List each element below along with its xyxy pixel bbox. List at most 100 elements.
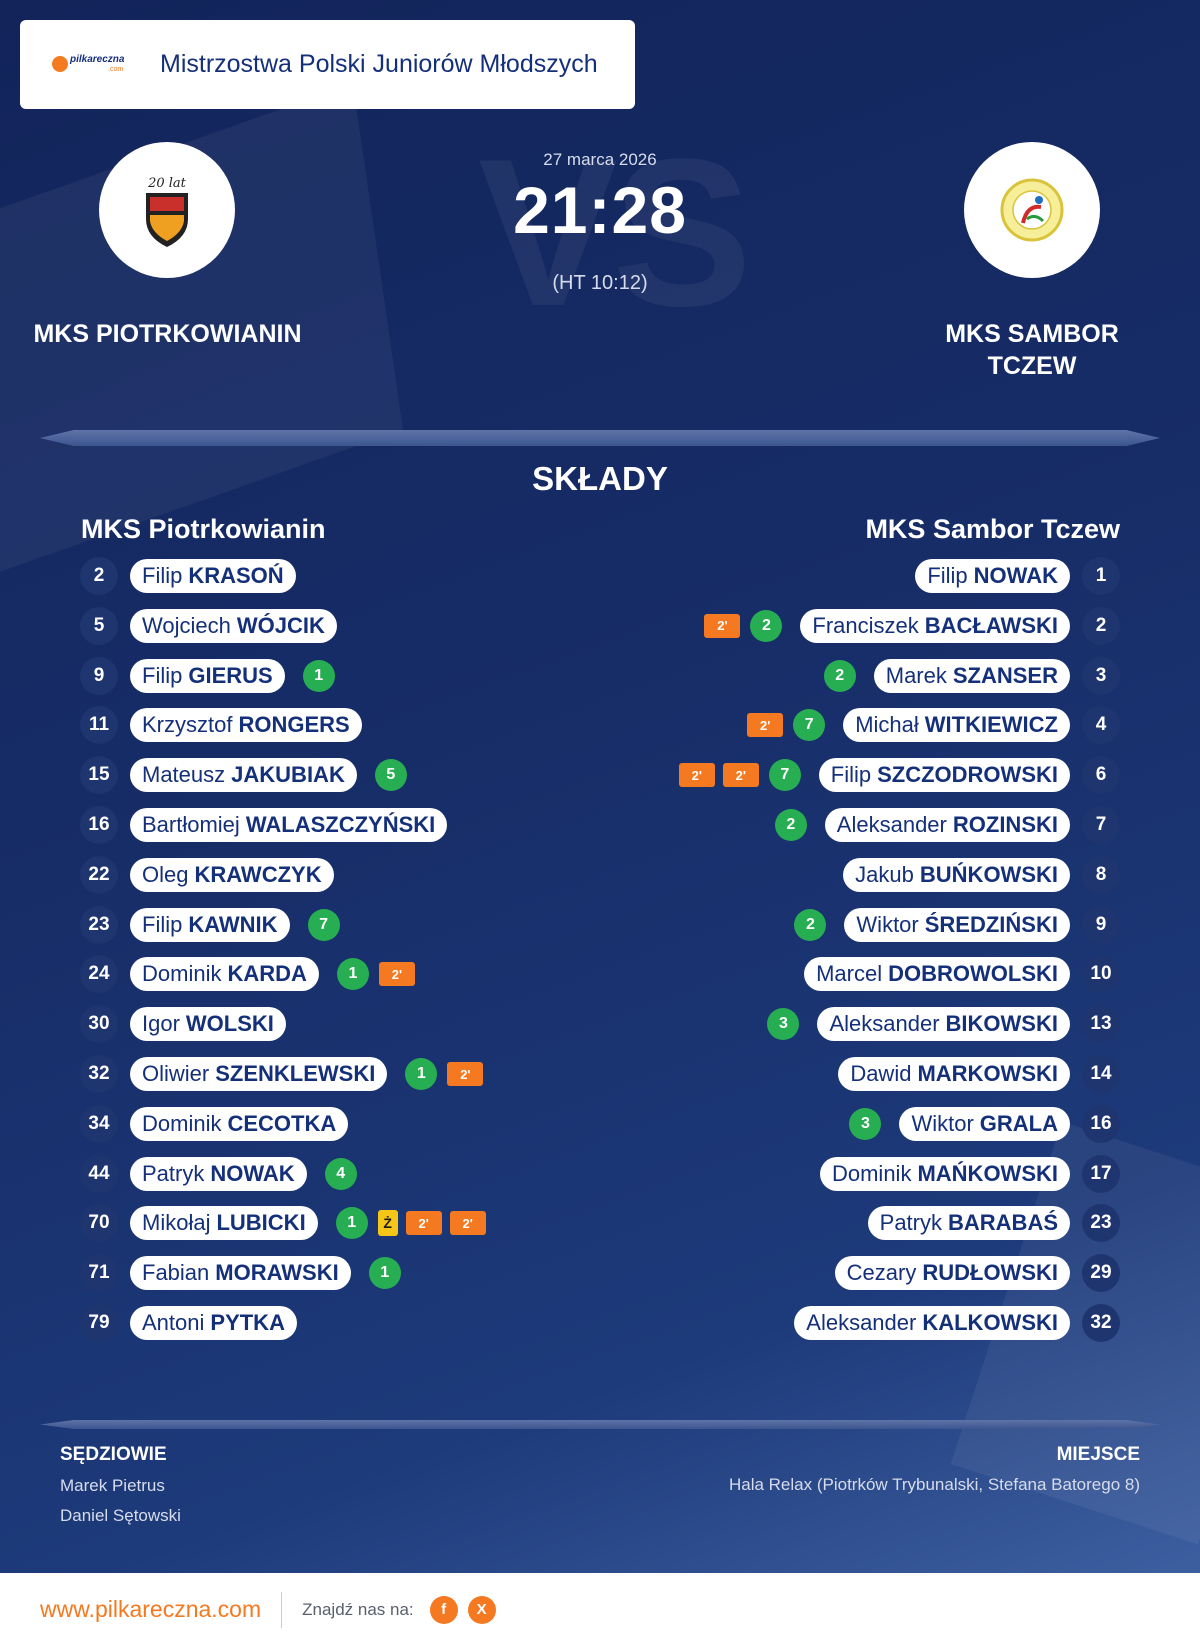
player-row: 32 Aleksander KALKOWSKI xyxy=(794,1303,1120,1343)
player-first-name: Antoni xyxy=(142,1310,205,1335)
player-last-name: GIERUS xyxy=(188,662,273,688)
player-name[interactable]: Mateusz JAKUBIAK xyxy=(130,758,357,793)
player-number: 2 xyxy=(1082,606,1120,645)
player-name[interactable]: Marek SZANSER xyxy=(873,658,1070,693)
player-last-name: KAWNIK xyxy=(188,911,278,937)
player-name[interactable]: Dawid MARKOWSKI xyxy=(838,1057,1070,1091)
player-number: 14 xyxy=(1082,1055,1120,1093)
player-name[interactable]: Filip NOWAK xyxy=(915,559,1070,593)
player-last-name: SZCZODROWSKI xyxy=(877,762,1058,788)
player-name[interactable]: Patryk BARABAŚ xyxy=(867,1206,1070,1241)
player-name[interactable]: Antoni PYTKA xyxy=(130,1306,297,1340)
player-last-name: MARKOWSKI xyxy=(917,1061,1058,1086)
player-events: 3 xyxy=(843,1107,887,1140)
player-events: 1 xyxy=(363,1257,407,1290)
player-name[interactable]: Oliwier SZENKLEWSKI xyxy=(130,1057,388,1091)
suspension-badge: 2' xyxy=(378,962,415,987)
player-last-name: CECOTKA xyxy=(227,1110,337,1136)
home-crest-text: 20 lat xyxy=(147,176,187,191)
goals-badge: 5 xyxy=(374,759,407,792)
player-number: 8 xyxy=(1082,855,1120,894)
player-row: 32 Oliwier SZENKLEWSKI 1 2' xyxy=(80,1054,487,1094)
player-last-name: GRALA xyxy=(979,1110,1058,1136)
player-name[interactable]: Franciszek BACŁAWSKI xyxy=(800,608,1070,643)
player-events: 2 xyxy=(818,659,862,692)
player-name[interactable]: Fabian MORAWSKI xyxy=(130,1256,351,1291)
player-row: 7 Aleksander ROZINSKI 2 xyxy=(769,805,1120,845)
player-name[interactable]: Filip GIERUS xyxy=(130,658,285,693)
player-last-name: WOLSKI xyxy=(185,1011,274,1037)
referees-title: SĘDZIOWIE xyxy=(60,1444,167,1465)
player-first-name: Oliwier xyxy=(142,1061,210,1086)
goals-badge: 7 xyxy=(307,908,340,941)
player-first-name: Filip xyxy=(142,563,183,588)
player-name[interactable]: Mikołaj LUBICKI xyxy=(130,1206,318,1241)
player-events: 1 xyxy=(297,659,341,692)
player-number: 2 xyxy=(80,557,118,595)
player-name[interactable]: Filip SZCZODROWSKI xyxy=(818,758,1070,793)
player-name[interactable]: Jakub BUŃKOWSKI xyxy=(843,857,1070,892)
player-row: 2 Filip KRASOŃ xyxy=(80,556,296,596)
player-name[interactable]: Krzysztof RONGERS xyxy=(130,708,362,743)
player-number: 34 xyxy=(80,1104,118,1143)
player-name[interactable]: Oleg KRAWCZYK xyxy=(130,857,334,892)
player-row: 22 Oleg KRAWCZYK xyxy=(80,855,334,895)
player-name[interactable]: Aleksander BIKOWSKI xyxy=(817,1007,1070,1042)
referee-name: Daniel Sętowski xyxy=(60,1506,181,1525)
goals-badge: 1 xyxy=(368,1257,401,1290)
player-name[interactable]: Filip KRASOŃ xyxy=(130,559,296,593)
player-row: 30 Igor WOLSKI xyxy=(80,1004,286,1044)
player-first-name: Dominik xyxy=(831,1160,912,1186)
player-row: 44 Patryk NOWAK 4 xyxy=(80,1154,363,1194)
player-last-name: LUBICKI xyxy=(216,1210,306,1236)
player-row: 15 Mateusz JAKUBIAK 5 xyxy=(80,755,413,795)
player-name[interactable]: Michał WITKIEWICZ xyxy=(843,708,1070,743)
player-events: 2' 7 xyxy=(743,709,831,742)
website-link[interactable]: www.pilkareczna.com xyxy=(40,1596,262,1622)
goals-badge: 1 xyxy=(335,1207,368,1240)
player-name[interactable]: Wojciech WÓJCIK xyxy=(130,608,337,643)
brand-logo[interactable]: pilkareczna .com xyxy=(48,50,138,80)
player-number: 9 xyxy=(1082,905,1120,944)
player-name[interactable]: Filip KAWNIK xyxy=(130,907,290,942)
goals-badge: 3 xyxy=(849,1107,882,1140)
player-name[interactable]: Patryk NOWAK xyxy=(130,1156,307,1191)
player-name[interactable]: Dominik KARDA xyxy=(130,957,319,992)
player-name[interactable]: Aleksander KALKOWSKI xyxy=(794,1306,1070,1340)
player-row: 11 Krzysztof RONGERS xyxy=(80,705,362,745)
player-name[interactable]: Dominik CECOTKA xyxy=(130,1106,349,1141)
player-row: 71 Fabian MORAWSKI 1 xyxy=(80,1253,407,1293)
player-row: 2 Franciszek BACŁAWSKI 2' 2 xyxy=(700,606,1120,646)
vs-watermark: VS xyxy=(478,115,752,350)
player-events: 3 xyxy=(761,1008,805,1041)
player-row: 3 Marek SZANSER 2 xyxy=(818,656,1120,696)
player-name[interactable]: Igor WOLSKI xyxy=(130,1007,286,1042)
player-row: 1 Filip NOWAK xyxy=(915,556,1120,596)
player-first-name: Filip xyxy=(830,762,872,788)
goals-badge: 2 xyxy=(823,659,856,692)
player-name[interactable]: Aleksander ROZINSKI xyxy=(824,808,1070,842)
player-row: 16 Wiktor GRALA 3 xyxy=(843,1104,1120,1144)
away-crest-icon xyxy=(1000,178,1064,242)
player-row: 23 Patryk BARABAŚ xyxy=(867,1203,1120,1243)
player-name[interactable]: Cezary RUDŁOWSKI xyxy=(834,1256,1070,1291)
player-last-name: SZANSER xyxy=(952,662,1058,688)
player-name[interactable]: Bartłomiej WALASZCZYŃSKI xyxy=(130,808,448,842)
player-number: 32 xyxy=(80,1055,118,1093)
player-name[interactable]: Marcel DOBROWOLSKI xyxy=(804,957,1070,992)
x-icon[interactable]: X xyxy=(467,1595,496,1624)
brand-logo-text: pilkareczna xyxy=(70,53,125,65)
ball-icon xyxy=(52,55,68,72)
player-number: 30 xyxy=(80,1005,118,1044)
player-number: 11 xyxy=(80,706,118,745)
player-name[interactable]: Wiktor GRALA xyxy=(899,1106,1070,1141)
facebook-icon[interactable]: f xyxy=(429,1595,458,1624)
player-name[interactable]: Wiktor ŚREDZIŃSKI xyxy=(844,907,1070,942)
player-row: 13 Aleksander BIKOWSKI 3 xyxy=(761,1004,1120,1044)
player-row: 6 Filip SZCZODROWSKI 2' 2' 7 xyxy=(675,755,1120,795)
player-name[interactable]: Dominik MAŃKOWSKI xyxy=(819,1156,1070,1191)
player-last-name: PYTKA xyxy=(210,1310,285,1335)
away-team-name: MKS SAMBOR TCZEW xyxy=(945,320,1119,380)
player-events: 2 xyxy=(788,908,832,941)
home-team-name: MKS PIOTRKOWIANIN xyxy=(33,320,302,348)
